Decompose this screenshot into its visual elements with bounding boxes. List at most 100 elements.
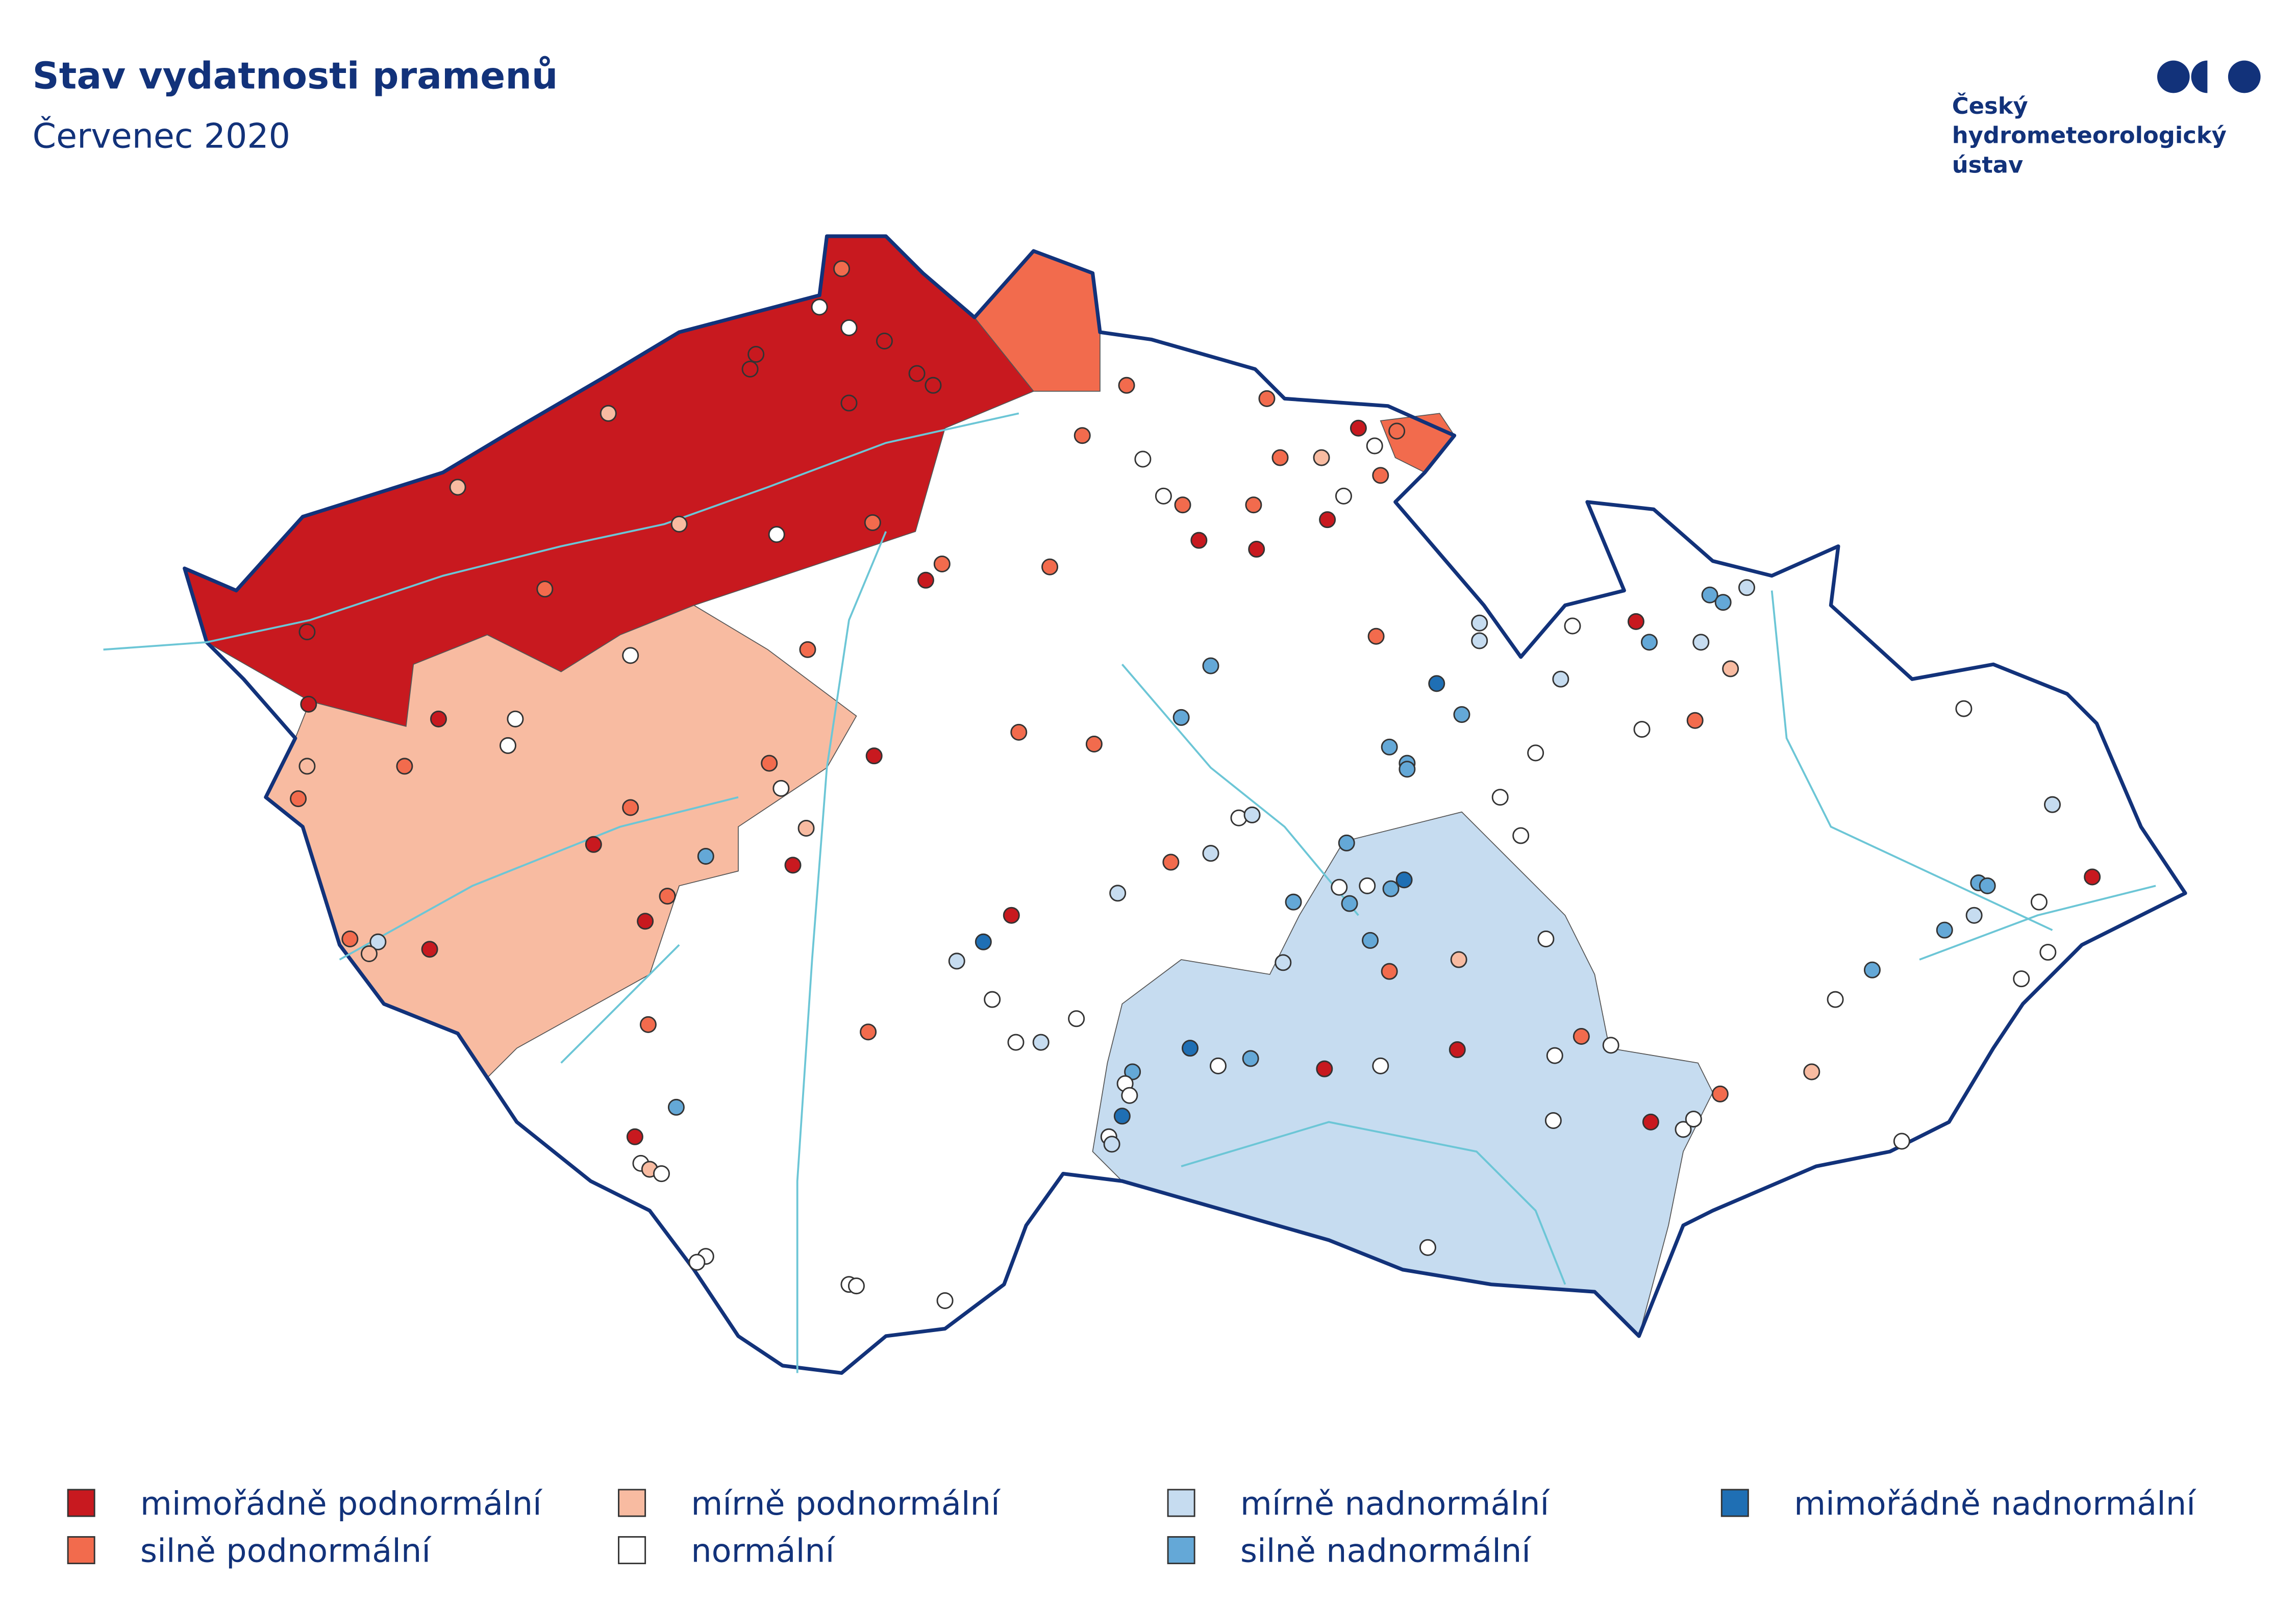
station bbox=[1010, 723, 1028, 741]
station bbox=[1341, 895, 1358, 912]
station bbox=[1395, 871, 1413, 889]
station bbox=[1372, 1057, 1389, 1074]
station bbox=[1544, 1112, 1562, 1129]
station bbox=[1863, 961, 1881, 978]
station bbox=[1546, 1047, 1563, 1064]
logo-dot bbox=[2157, 60, 2190, 93]
legend-label: normální bbox=[691, 1533, 835, 1570]
station bbox=[2084, 868, 2101, 886]
legend-label: silně nadnormální bbox=[1240, 1533, 1532, 1570]
station bbox=[360, 945, 378, 962]
station bbox=[1893, 1133, 1910, 1150]
station bbox=[925, 376, 942, 394]
station bbox=[1103, 1136, 1120, 1153]
station bbox=[1640, 634, 1658, 651]
station bbox=[1041, 558, 1059, 575]
legend-swatch bbox=[1167, 1536, 1195, 1565]
legend-swatch bbox=[67, 1536, 95, 1565]
station bbox=[797, 819, 815, 837]
station bbox=[1243, 806, 1261, 823]
station bbox=[1955, 700, 1973, 717]
station bbox=[670, 515, 688, 533]
logo-text: Český bbox=[1952, 92, 2028, 119]
station bbox=[500, 737, 516, 754]
station bbox=[1007, 1034, 1025, 1051]
station bbox=[1258, 390, 1276, 407]
station bbox=[1338, 834, 1355, 851]
station bbox=[948, 952, 965, 970]
station bbox=[1552, 670, 1569, 688]
station bbox=[1155, 487, 1172, 505]
station bbox=[1121, 1087, 1138, 1104]
station bbox=[1701, 586, 1718, 604]
station bbox=[1573, 1028, 1590, 1045]
station bbox=[1527, 744, 1544, 762]
station bbox=[1181, 1040, 1199, 1057]
legend-swatch bbox=[1720, 1489, 1749, 1517]
station bbox=[876, 332, 893, 349]
station bbox=[784, 857, 802, 874]
station bbox=[341, 931, 359, 948]
station bbox=[1118, 376, 1135, 394]
station bbox=[840, 319, 858, 336]
legend-label: mimořádně podnormální bbox=[140, 1485, 543, 1523]
station bbox=[653, 1165, 670, 1183]
station bbox=[1381, 963, 1398, 980]
station bbox=[799, 641, 816, 658]
station bbox=[917, 571, 934, 589]
station bbox=[1285, 893, 1302, 911]
station bbox=[747, 346, 765, 363]
legend-swatch bbox=[67, 1489, 95, 1517]
station bbox=[1685, 1111, 1702, 1128]
station bbox=[1074, 427, 1091, 444]
river bbox=[1919, 885, 2156, 961]
station bbox=[1124, 1063, 1141, 1081]
river bbox=[1121, 664, 1359, 916]
legend: mimořádně podnormální silně podnormální mí… bbox=[67, 1485, 2197, 1570]
station bbox=[1449, 1041, 1466, 1059]
station bbox=[1381, 738, 1398, 756]
station bbox=[1419, 1239, 1436, 1256]
river bbox=[1770, 590, 2053, 931]
station bbox=[1319, 511, 1336, 529]
station bbox=[1085, 736, 1103, 753]
station bbox=[1686, 712, 1704, 729]
station bbox=[1134, 450, 1152, 468]
station bbox=[298, 758, 316, 775]
station bbox=[2044, 796, 2061, 813]
station bbox=[1202, 657, 1219, 674]
station bbox=[1453, 706, 1470, 723]
station bbox=[1209, 1057, 1227, 1074]
station bbox=[984, 991, 1001, 1008]
station bbox=[298, 623, 316, 641]
station bbox=[1190, 532, 1208, 549]
station bbox=[1564, 617, 1581, 635]
station bbox=[936, 1292, 954, 1310]
station bbox=[2013, 970, 2030, 988]
station bbox=[1359, 877, 1376, 894]
station bbox=[1313, 449, 1330, 466]
station bbox=[1068, 1010, 1085, 1027]
station bbox=[667, 1098, 685, 1116]
station bbox=[1202, 845, 1219, 862]
station bbox=[1242, 1050, 1259, 1067]
station bbox=[772, 780, 790, 797]
station bbox=[1711, 1085, 1729, 1102]
station bbox=[430, 710, 447, 727]
station bbox=[908, 365, 926, 382]
station bbox=[1512, 827, 1530, 844]
station bbox=[622, 799, 639, 816]
station bbox=[1032, 1034, 1050, 1051]
station bbox=[536, 581, 554, 598]
subtitle: Červenec 2020 bbox=[33, 116, 290, 156]
station bbox=[637, 913, 654, 930]
station bbox=[1275, 954, 1292, 971]
station bbox=[860, 1023, 877, 1041]
legend-label: mírně podnormální bbox=[691, 1485, 1001, 1523]
station bbox=[1350, 419, 1367, 437]
logo-text: ústav bbox=[1952, 152, 2024, 179]
legend-label: mimořádně nadnormální bbox=[1794, 1485, 2197, 1523]
station bbox=[1627, 613, 1644, 630]
station bbox=[421, 941, 438, 958]
station bbox=[1602, 1037, 1619, 1054]
